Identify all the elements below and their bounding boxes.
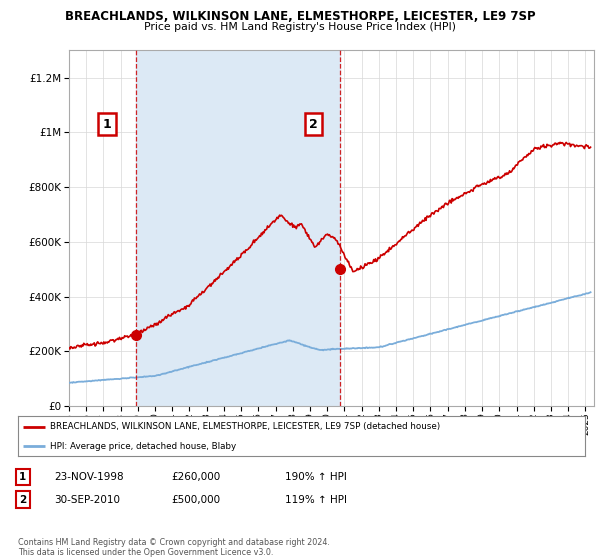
Text: BREACHLANDS, WILKINSON LANE, ELMESTHORPE, LEICESTER, LE9 7SP: BREACHLANDS, WILKINSON LANE, ELMESTHORPE… xyxy=(65,10,535,22)
Text: 23-NOV-1998: 23-NOV-1998 xyxy=(54,472,124,482)
Text: Price paid vs. HM Land Registry's House Price Index (HPI): Price paid vs. HM Land Registry's House … xyxy=(144,22,456,32)
Text: 30-SEP-2010: 30-SEP-2010 xyxy=(54,494,120,505)
Text: 2: 2 xyxy=(309,118,318,130)
Text: Contains HM Land Registry data © Crown copyright and database right 2024.
This d: Contains HM Land Registry data © Crown c… xyxy=(18,538,330,557)
Text: £500,000: £500,000 xyxy=(171,494,220,505)
Text: 1: 1 xyxy=(19,472,26,482)
Text: 190% ↑ HPI: 190% ↑ HPI xyxy=(285,472,347,482)
Text: BREACHLANDS, WILKINSON LANE, ELMESTHORPE, LEICESTER, LE9 7SP (detached house): BREACHLANDS, WILKINSON LANE, ELMESTHORPE… xyxy=(50,422,440,431)
Text: £260,000: £260,000 xyxy=(171,472,220,482)
Text: 2: 2 xyxy=(19,494,26,505)
Bar xyxy=(136,50,340,406)
Text: HPI: Average price, detached house, Blaby: HPI: Average price, detached house, Blab… xyxy=(50,442,236,451)
Text: 1: 1 xyxy=(103,118,111,130)
Text: 119% ↑ HPI: 119% ↑ HPI xyxy=(285,494,347,505)
